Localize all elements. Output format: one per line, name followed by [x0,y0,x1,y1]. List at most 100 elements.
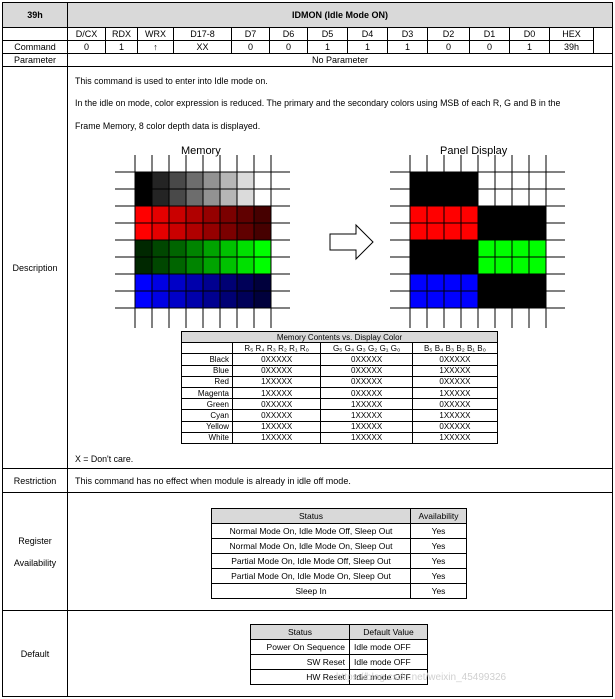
register-row: Partial Mode On, Idle Mode Off, Sleep Ou… [211,553,467,569]
default-status: HW Reset [250,669,350,685]
memory-table-row: Yellow 1XXXXX 1XXXXX 0XXXXX [181,420,499,433]
watermark: https://blog.csdn.net/weixin_45499326 [336,672,507,683]
memory-cell-name: Cyan [181,409,233,422]
command-bit-9: 0 [427,40,470,54]
memory-cell-name: Yellow [181,420,233,433]
memory-pixel [254,172,271,189]
column-header-4: D7 [231,27,270,41]
register-status: Partial Mode On, Idle Mode Off, Sleep Ou… [211,553,411,569]
memory-pixel [169,274,186,291]
panel-pixel [529,291,546,308]
memory-pixel [203,189,220,206]
command-bit-0: 0 [67,40,106,54]
memory-cell-g: 1XXXXX [320,409,413,422]
default-body [67,610,613,697]
memory-pixel [203,274,220,291]
register-availability: Yes [410,523,467,539]
panel-pixel [478,189,495,206]
register-row: Sleep In Yes [211,583,467,599]
default-value: Idle mode OFF [349,654,428,670]
memory-cell-name: Red [181,375,233,388]
memory-pixel [254,291,271,308]
memory-pixel [152,206,169,223]
memory-table-header-r: R₅ R₄ R₃ R₂ R₁ R₀ [231,342,322,355]
panel-pixel [512,240,529,257]
memory-diagram [115,155,290,328]
panel-pixel [529,240,546,257]
command-title-header: IDMON (Idle Mode ON) [67,2,613,28]
column-header-0: D/CX [67,27,106,41]
memory-pixel [237,291,254,308]
command-code-header: 39h [2,2,68,28]
command-bit-6: 1 [307,40,348,54]
command-bit-11: 1 [509,40,550,54]
memory-cell-b: 0XXXXX [411,353,499,366]
panel-pixel [478,240,495,257]
panel-pixel [444,223,461,240]
memory-pixel [220,274,237,291]
default-value: Idle mode OFF [349,669,428,685]
panel-pixel [461,291,478,308]
panel-pixel [444,206,461,223]
memory-cell-b: 1XXXXX [411,364,499,377]
register-availability: Yes [410,568,467,584]
description-line-2: In the idle on mode, color expression is… [75,98,561,108]
panel-pixel [512,189,529,206]
panel-pixel [461,189,478,206]
panel-pixel [495,257,512,274]
memory-pixel [152,274,169,291]
memory-pixel [169,206,186,223]
memory-pixel [135,257,152,274]
panel-pixel [461,223,478,240]
register-availability: Yes [410,583,467,599]
memory-title: Memory [181,145,221,157]
memory-pixel [152,291,169,308]
panel-pixel [427,189,444,206]
panel-pixel [478,206,495,223]
register-label-line-2: Availability [13,558,57,568]
register-availability-table: Status Availability Normal Mode On, Idle… [211,508,467,599]
memory-pixel [203,257,220,274]
memory-pixel [220,223,237,240]
panel-pixel [529,189,546,206]
memory-pixel [169,291,186,308]
panel-pixel [427,240,444,257]
register-status: Sleep In [211,583,411,599]
memory-cell-name: White [181,431,233,444]
memory-table-row: Red 1XXXXX 0XXXXX 0XXXXX [181,375,499,388]
memory-table-title: Memory Contents vs. Display Color [181,330,498,344]
panel-pixel [512,274,529,291]
memory-pixel [186,206,203,223]
memory-pixel [237,172,254,189]
memory-cell-b: 1XXXXX [411,409,499,422]
column-header-9: D2 [427,27,470,41]
register-header-status: Status [211,508,411,524]
memory-pixel [220,240,237,257]
memory-cell-name: Green [181,398,233,411]
memory-pixel [254,223,271,240]
memory-cell-b: 1XXXXX [411,386,499,400]
command-bit-2: ↑ [137,40,174,54]
panel-pixel [444,172,461,189]
memory-pixel [169,189,186,206]
register-header-availability: Availability [410,508,467,524]
memory-pixel [237,240,254,257]
memory-pixel [169,223,186,240]
panel-pixel [495,274,512,291]
memory-pixel [203,240,220,257]
register-row: Partial Mode On, Idle Mode On, Sleep Out… [211,568,467,584]
parameter-label: Parameter [2,53,68,67]
panel-pixel [512,257,529,274]
column-header-10: D1 [469,27,510,41]
default-values-table: Status Default Value Power On Sequence Id… [250,624,428,685]
default-row: Power On Sequence Idle mode OFF [250,639,428,655]
register-status: Normal Mode On, Idle Mode On, Sleep Out [211,538,411,554]
command-label: Command [2,40,68,54]
memory-pixel [220,257,237,274]
row-spacer-left [2,27,68,41]
memory-cell-name: Black [181,353,233,366]
memory-cell-name: Blue [181,364,233,377]
memory-pixel [186,223,203,240]
panel-pixel [529,223,546,240]
panel-pixel [461,257,478,274]
